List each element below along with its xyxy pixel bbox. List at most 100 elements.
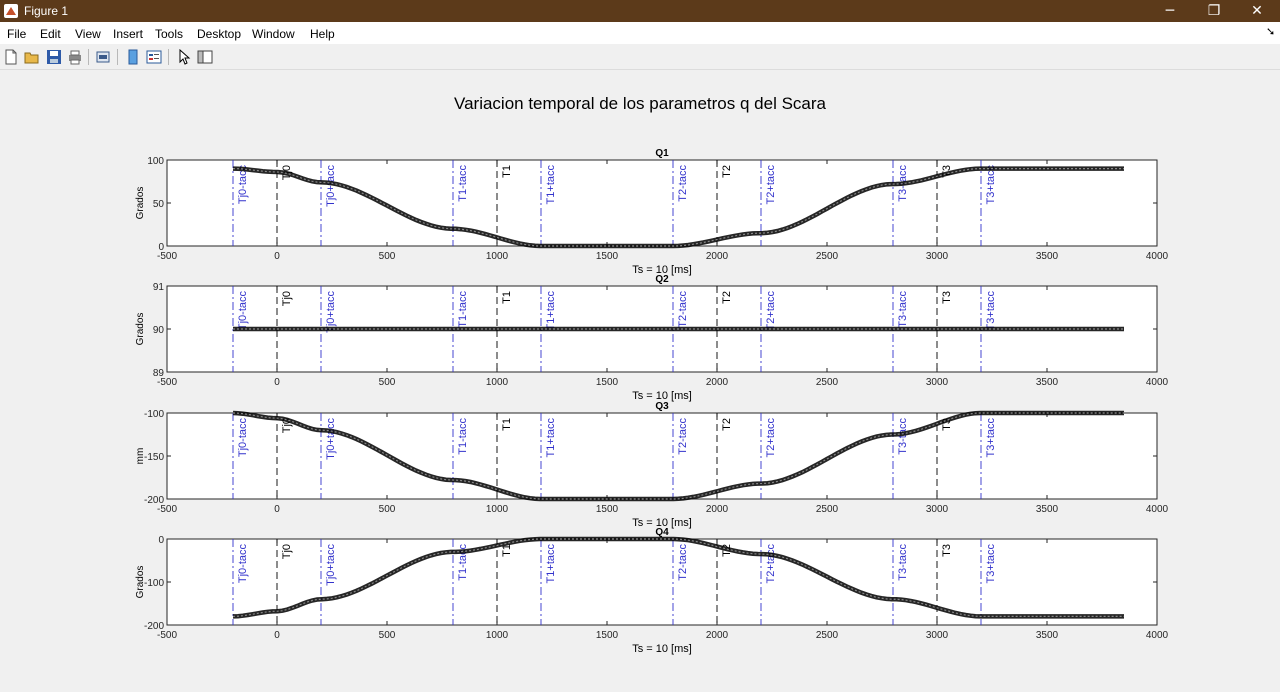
x-tick-label: 0 (274, 630, 280, 641)
x-tick-label: 3500 (1036, 251, 1059, 262)
menu-bar: File Edit View Insert Tools Desktop Wind… (0, 22, 1280, 44)
marker-label: T3 (941, 291, 953, 304)
marker-label: Tj0+tacc (325, 418, 337, 460)
x-tick-label: 2000 (706, 630, 729, 641)
menu-help[interactable]: Help (310, 27, 335, 41)
colorbar-icon[interactable] (125, 49, 141, 65)
marker-label: T1+tacc (545, 165, 557, 205)
menu-edit[interactable]: Edit (40, 27, 61, 41)
x-tick-label: -500 (157, 251, 177, 262)
x-tick-label: 2000 (706, 504, 729, 515)
x-tick-label: 3000 (926, 630, 949, 641)
marker-label: Tj0-tacc (237, 544, 249, 584)
x-axis-label: Ts = 10 [ms] (632, 264, 692, 276)
property-editor-icon[interactable] (197, 49, 213, 65)
x-axis-label: Ts = 10 [ms] (632, 517, 692, 529)
marker-label: Tj0-tacc (237, 418, 249, 458)
marker-label: T3-tacc (897, 544, 909, 581)
series-markers-Q1 (232, 168, 1124, 247)
x-tick-label: 0 (274, 377, 280, 388)
series-markers-Q3 (232, 412, 1124, 500)
marker-label: Tj0-tacc (237, 165, 249, 205)
marker-label: T2 (721, 418, 733, 431)
x-axis-label: Ts = 10 [ms] (632, 643, 692, 655)
marker-label: T2 (721, 291, 733, 304)
x-tick-label: 1000 (486, 251, 509, 262)
marker-label: T1-tacc (457, 291, 469, 328)
toolbar-separator (168, 49, 169, 65)
marker-label: Tj0-tacc (237, 291, 249, 331)
open-file-icon[interactable] (24, 49, 40, 65)
toolbar-separator (88, 49, 89, 65)
figure-plot: Variacion temporal de los parametros q d… (135, 94, 1169, 655)
marker-label: T2-tacc (677, 165, 689, 202)
marker-label: T3-tacc (897, 418, 909, 455)
close-button[interactable]: ✕ (1251, 3, 1263, 19)
menu-tools[interactable]: Tools (155, 27, 184, 41)
marker-label: T2-tacc (677, 291, 689, 328)
marker-label: T3+tacc (985, 165, 997, 205)
menu-file[interactable]: File (7, 27, 27, 41)
x-tick-label: 2000 (706, 377, 729, 388)
y-tick-label: 91 (153, 282, 165, 293)
save-icon[interactable] (46, 49, 62, 65)
x-tick-label: 0 (274, 251, 280, 262)
y-axis-label: Grados (135, 187, 146, 220)
x-tick-label: 1000 (486, 377, 509, 388)
figure-toolbar (0, 45, 1280, 70)
x-tick-label: 3500 (1036, 504, 1059, 515)
x-tick-label: 4000 (1146, 377, 1169, 388)
legend-icon[interactable] (146, 49, 162, 65)
marker-label: Tj0+tacc (325, 291, 337, 333)
marker-label: Tj0 (281, 291, 293, 306)
marker-label: Tj0 (281, 544, 293, 559)
marker-label: T1+tacc (545, 291, 557, 331)
series-line-Q4 (232, 536, 1124, 619)
marker-label: T1 (501, 165, 513, 178)
marker-label: T2-tacc (677, 544, 689, 581)
marker-label: Tj0+tacc (325, 544, 337, 586)
x-tick-label: 2000 (706, 251, 729, 262)
x-tick-label: 500 (379, 504, 396, 515)
window-titlebar: Figure 1 ─ ❐ ✕ (0, 0, 1280, 22)
axes-title: Q3 (655, 401, 669, 412)
x-axis-label: Ts = 10 [ms] (632, 390, 692, 402)
marker-label: T1 (501, 418, 513, 431)
new-figure-icon[interactable] (3, 49, 19, 65)
y-axis-label: Grados (135, 313, 146, 346)
marker-label: T1 (501, 544, 513, 557)
menu-insert[interactable]: Insert (113, 27, 144, 41)
y-tick-label: -100 (144, 409, 164, 420)
marker-label: T1-tacc (457, 165, 469, 202)
figure-canvas: Variacion temporal de los parametros q d… (0, 70, 1280, 692)
y-tick-label: 89 (153, 368, 165, 379)
axes-box (166, 159, 1158, 247)
x-tick-label: -500 (157, 504, 177, 515)
axes-title: Q1 (655, 148, 669, 159)
toolbar-separator (117, 49, 118, 65)
y-tick-label: -100 (144, 578, 164, 589)
print-preview-icon[interactable] (95, 49, 111, 65)
pointer-icon[interactable] (176, 49, 192, 65)
y-tick-label: 50 (153, 199, 165, 210)
marker-label: T1 (501, 291, 513, 304)
dock-arrow-icon[interactable]: ➘ (1266, 25, 1276, 38)
menu-view[interactable]: View (75, 27, 101, 41)
marker-label: T2+tacc (765, 291, 777, 331)
print-icon[interactable] (67, 49, 83, 65)
menu-window[interactable]: Window (252, 27, 295, 41)
x-tick-label: 3000 (926, 251, 949, 262)
x-tick-label: 1500 (596, 377, 619, 388)
axes-title: Q4 (655, 527, 669, 538)
x-tick-label: 4000 (1146, 504, 1169, 515)
minimize-button[interactable]: ─ (1165, 3, 1175, 19)
marker-label: T3-tacc (897, 291, 909, 328)
marker-label: T3+tacc (985, 291, 997, 331)
axes-title: Q2 (655, 274, 669, 285)
marker-label: T3+tacc (985, 544, 997, 584)
x-tick-label: 3500 (1036, 377, 1059, 388)
y-tick-label: -200 (144, 495, 164, 506)
maximize-button[interactable]: ❐ (1207, 3, 1221, 19)
menu-desktop[interactable]: Desktop (197, 27, 242, 41)
x-tick-label: 500 (379, 377, 396, 388)
